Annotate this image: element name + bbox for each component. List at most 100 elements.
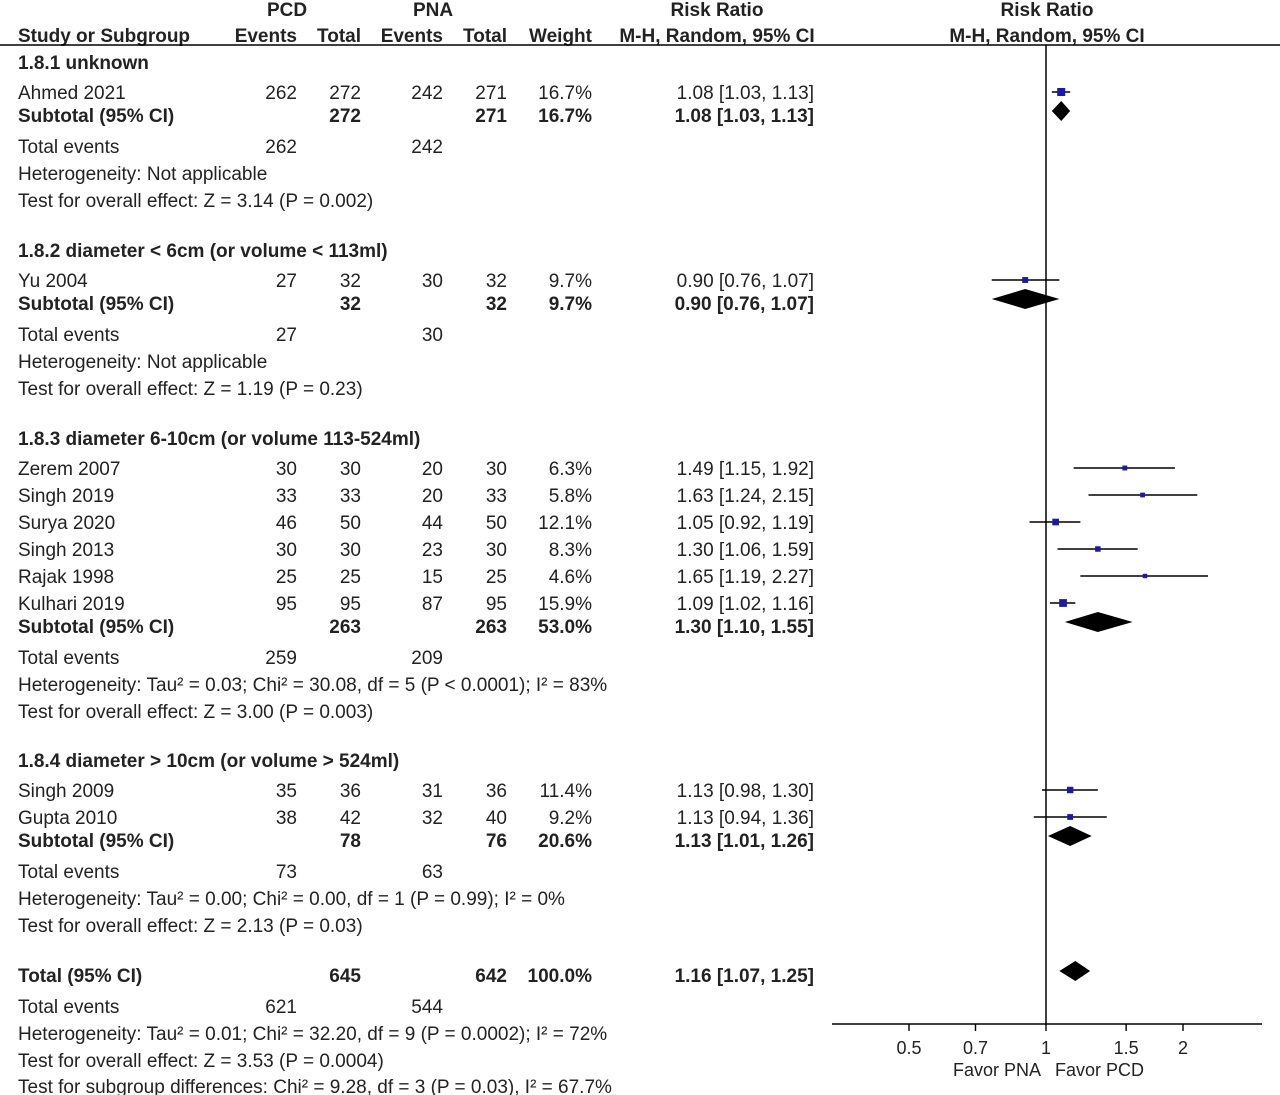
subtotal-diamond xyxy=(991,289,1060,309)
header-events-pcd: Events xyxy=(235,26,297,47)
header-events-pna: Events xyxy=(381,26,443,47)
total-events-label: Total events xyxy=(18,137,119,158)
study-name: Rajak 1998 xyxy=(18,567,114,588)
study-weight: 15.9% xyxy=(538,594,592,615)
total-pcd: 32 xyxy=(340,271,361,292)
x-tick-label: 1 xyxy=(1041,1038,1051,1058)
header-pna: PNA xyxy=(413,0,453,21)
total-pna: 33 xyxy=(486,486,507,507)
header-study: Study or Subgroup xyxy=(18,26,190,47)
events-pcd: 35 xyxy=(276,781,297,802)
events-pcd: 30 xyxy=(276,540,297,561)
events-pcd: 46 xyxy=(276,513,297,534)
subtotal-ci: 1.08 [1.03, 1.13] xyxy=(675,106,814,127)
total-pna: 30 xyxy=(486,459,507,480)
study-point xyxy=(1057,88,1066,96)
total-pcd: 36 xyxy=(340,781,361,802)
header-risk-ratio: Risk Ratio xyxy=(671,0,764,21)
study-ci: 0.90 [0.76, 1.07] xyxy=(677,271,814,292)
total-events-pcd: 259 xyxy=(265,648,297,669)
subtotal-total-pna: 271 xyxy=(475,106,507,127)
heterogeneity-text: Heterogeneity: Tau² = 0.00; Chi² = 0.00,… xyxy=(18,889,565,910)
header-total-pcd: Total xyxy=(317,26,361,47)
total-events-label: Total events xyxy=(18,862,119,883)
total-pna: 95 xyxy=(486,594,507,615)
study-name: Ahmed 2021 xyxy=(18,83,126,104)
total-pna: 642 xyxy=(475,966,507,987)
events-pcd: 95 xyxy=(276,594,297,615)
study-point xyxy=(1122,465,1128,471)
study-weight: 9.2% xyxy=(549,808,592,829)
header-rr-method: M-H, Random, 95% CI xyxy=(619,26,814,47)
total-pcd: 95 xyxy=(340,594,361,615)
total-pna: 25 xyxy=(486,567,507,588)
header-pcd: PCD xyxy=(267,0,307,21)
events-pna: 87 xyxy=(422,594,443,615)
study-ci: 1.63 [1.24, 2.15] xyxy=(677,486,814,507)
total-pna: 30 xyxy=(486,540,507,561)
total-pcd: 25 xyxy=(340,567,361,588)
total-pcd: 42 xyxy=(340,808,361,829)
subtotal-weight: 20.6% xyxy=(538,831,592,852)
study-name: Yu 2004 xyxy=(18,271,88,292)
total-pna: 36 xyxy=(486,781,507,802)
study-weight: 11.4% xyxy=(540,781,593,802)
overall-effect-text: Test for overall effect: Z = 3.00 (P = 0… xyxy=(18,702,373,723)
subtotal-ci: 1.13 [1.01, 1.26] xyxy=(675,831,814,852)
study-name: Surya 2020 xyxy=(18,513,115,534)
events-pna: 30 xyxy=(422,271,443,292)
x-tick-label: 2 xyxy=(1178,1038,1188,1058)
overall-effect: Test for overall effect: Z = 3.53 (P = 0… xyxy=(18,1051,384,1072)
study-name: Singh 2009 xyxy=(18,781,114,802)
study-weight: 4.6% xyxy=(549,567,592,588)
total-pcd: 30 xyxy=(340,459,361,480)
overall-total-events-pcd: 621 xyxy=(265,997,297,1018)
x-tick-label: 0.7 xyxy=(963,1038,988,1058)
subtotal-weight: 53.0% xyxy=(538,617,592,638)
total-events-label: Total events xyxy=(18,648,119,669)
subtotal-diamond xyxy=(1047,826,1092,846)
events-pna: 23 xyxy=(422,540,443,561)
study-point xyxy=(1066,786,1074,794)
subtotal-diamond xyxy=(1064,612,1133,632)
study-point xyxy=(1067,814,1074,820)
events-pna: 32 xyxy=(422,808,443,829)
total-pcd: 30 xyxy=(340,540,361,561)
study-ci: 1.49 [1.15, 1.92] xyxy=(677,459,814,480)
favor-pna-label: Favor PNA xyxy=(953,1060,1041,1080)
total-pcd: 272 xyxy=(329,83,361,104)
total-pna: 271 xyxy=(475,83,507,104)
study-ci: 1.08 [1.03, 1.13] xyxy=(677,83,814,104)
study-point xyxy=(1022,277,1029,283)
study-point xyxy=(1052,518,1059,526)
subtotal-total-pcd: 272 xyxy=(329,106,361,127)
study-ci: 1.30 [1.06, 1.59] xyxy=(677,540,814,561)
subgroup-title: 1.8.2 diameter < 6cm (or volume < 113ml) xyxy=(18,241,388,262)
events-pcd: 262 xyxy=(265,83,297,104)
study-point xyxy=(1059,599,1067,607)
x-tick-label: 1.5 xyxy=(1114,1038,1139,1058)
total-pna: 40 xyxy=(486,808,507,829)
x-tick-label: 0.5 xyxy=(896,1038,921,1058)
events-pna: 31 xyxy=(422,781,443,802)
study-name: Singh 2019 xyxy=(18,486,114,507)
heterogeneity-text: Heterogeneity: Not applicable xyxy=(18,164,267,185)
total-events-pna: 242 xyxy=(411,137,443,158)
total-diamond xyxy=(1059,961,1091,981)
header-total-pna: Total xyxy=(463,26,507,47)
total-pna: 50 xyxy=(486,513,507,534)
overall-total-events-label: Total events xyxy=(18,997,119,1018)
heterogeneity-text: Heterogeneity: Tau² = 0.03; Chi² = 30.08… xyxy=(18,675,607,696)
study-point xyxy=(1142,573,1148,579)
events-pcd: 25 xyxy=(276,567,297,588)
header-plot-risk-ratio: Risk Ratio xyxy=(1001,0,1094,21)
subtotal-weight: 16.7% xyxy=(538,106,592,127)
total-label: Total (95% CI) xyxy=(18,966,142,987)
subtotal-total-pcd: 32 xyxy=(340,294,361,315)
subtotal-weight: 9.7% xyxy=(549,294,592,315)
events-pcd: 33 xyxy=(276,486,297,507)
study-ci: 1.65 [1.19, 2.27] xyxy=(677,567,814,588)
subtotal-total-pna: 32 xyxy=(486,294,507,315)
study-weight: 6.3% xyxy=(549,459,592,480)
